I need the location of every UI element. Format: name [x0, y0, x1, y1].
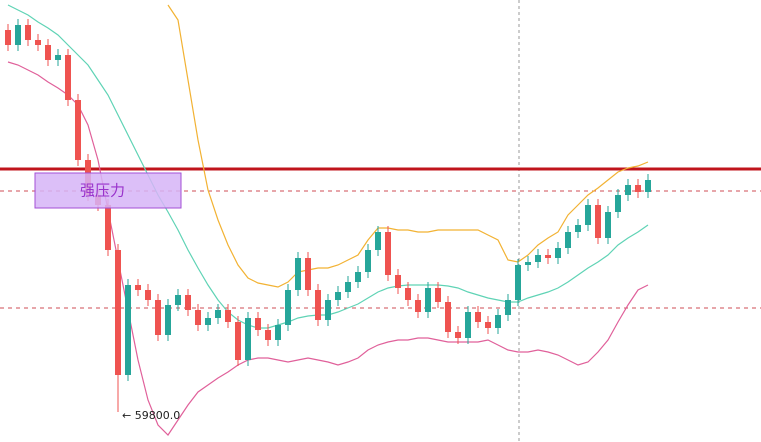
candle-body	[265, 330, 271, 340]
candle-body	[455, 332, 461, 338]
candle-body	[625, 185, 631, 195]
candle-body	[415, 300, 421, 312]
candle-body	[105, 205, 111, 250]
candle-body	[335, 292, 341, 300]
candle-body	[255, 318, 261, 330]
low-label: ← 59800.0	[122, 409, 180, 422]
candle-body	[575, 225, 581, 232]
candle-body	[185, 295, 191, 310]
candle-body	[55, 55, 61, 60]
candle-body	[535, 255, 541, 262]
candle-body	[585, 205, 591, 225]
candle-body	[495, 315, 501, 328]
candle-body	[245, 318, 251, 360]
candle-body	[395, 275, 401, 288]
candle-body	[475, 312, 481, 322]
zone-label: 强压力	[80, 182, 125, 200]
band-line	[167, 4, 649, 288]
candle-body	[545, 255, 551, 258]
candle-body	[145, 290, 151, 300]
candle-body	[445, 302, 451, 332]
candle-body	[515, 265, 521, 300]
candle-body	[345, 282, 351, 292]
candle-body	[25, 25, 31, 40]
candle-body	[5, 30, 11, 45]
candle-body	[305, 258, 311, 290]
candle-body	[115, 250, 121, 375]
candle-body	[325, 300, 331, 320]
candle-body	[175, 295, 181, 305]
candle-body	[465, 312, 471, 338]
candle-body	[65, 55, 71, 100]
candle-body	[555, 248, 561, 258]
candle-body	[195, 310, 201, 325]
candle-body	[385, 232, 391, 275]
candle-body	[505, 300, 511, 315]
candle-body	[235, 322, 241, 360]
candle-body	[355, 272, 361, 282]
band-line	[7, 61, 649, 436]
band-line	[7, 4, 649, 329]
candle-body	[135, 285, 141, 290]
candle-body	[295, 258, 301, 290]
candle-body	[525, 262, 531, 265]
candle-body	[35, 40, 41, 45]
candle-body	[425, 288, 431, 312]
candle-body	[405, 288, 411, 300]
candle-body	[645, 180, 651, 192]
candle-body	[45, 45, 51, 60]
candle-body	[125, 285, 131, 375]
candle-body	[565, 232, 571, 248]
candle-body	[365, 250, 371, 272]
candle-body	[315, 290, 321, 320]
candle-body	[165, 305, 171, 335]
candle-body	[485, 322, 491, 328]
candle-body	[275, 325, 281, 340]
candle-body	[75, 100, 81, 160]
candle-body	[605, 212, 611, 238]
candle-body	[205, 318, 211, 325]
candle-body	[215, 310, 221, 318]
candle-body	[595, 205, 601, 238]
candle-body	[635, 185, 641, 192]
candle-body	[15, 25, 21, 45]
candle-body	[225, 310, 231, 322]
zone-box	[34, 172, 182, 209]
candle-body	[435, 288, 441, 302]
candle-body	[285, 290, 291, 325]
candle-body	[615, 195, 621, 212]
candle-body	[375, 232, 381, 250]
candle-body	[155, 300, 161, 335]
